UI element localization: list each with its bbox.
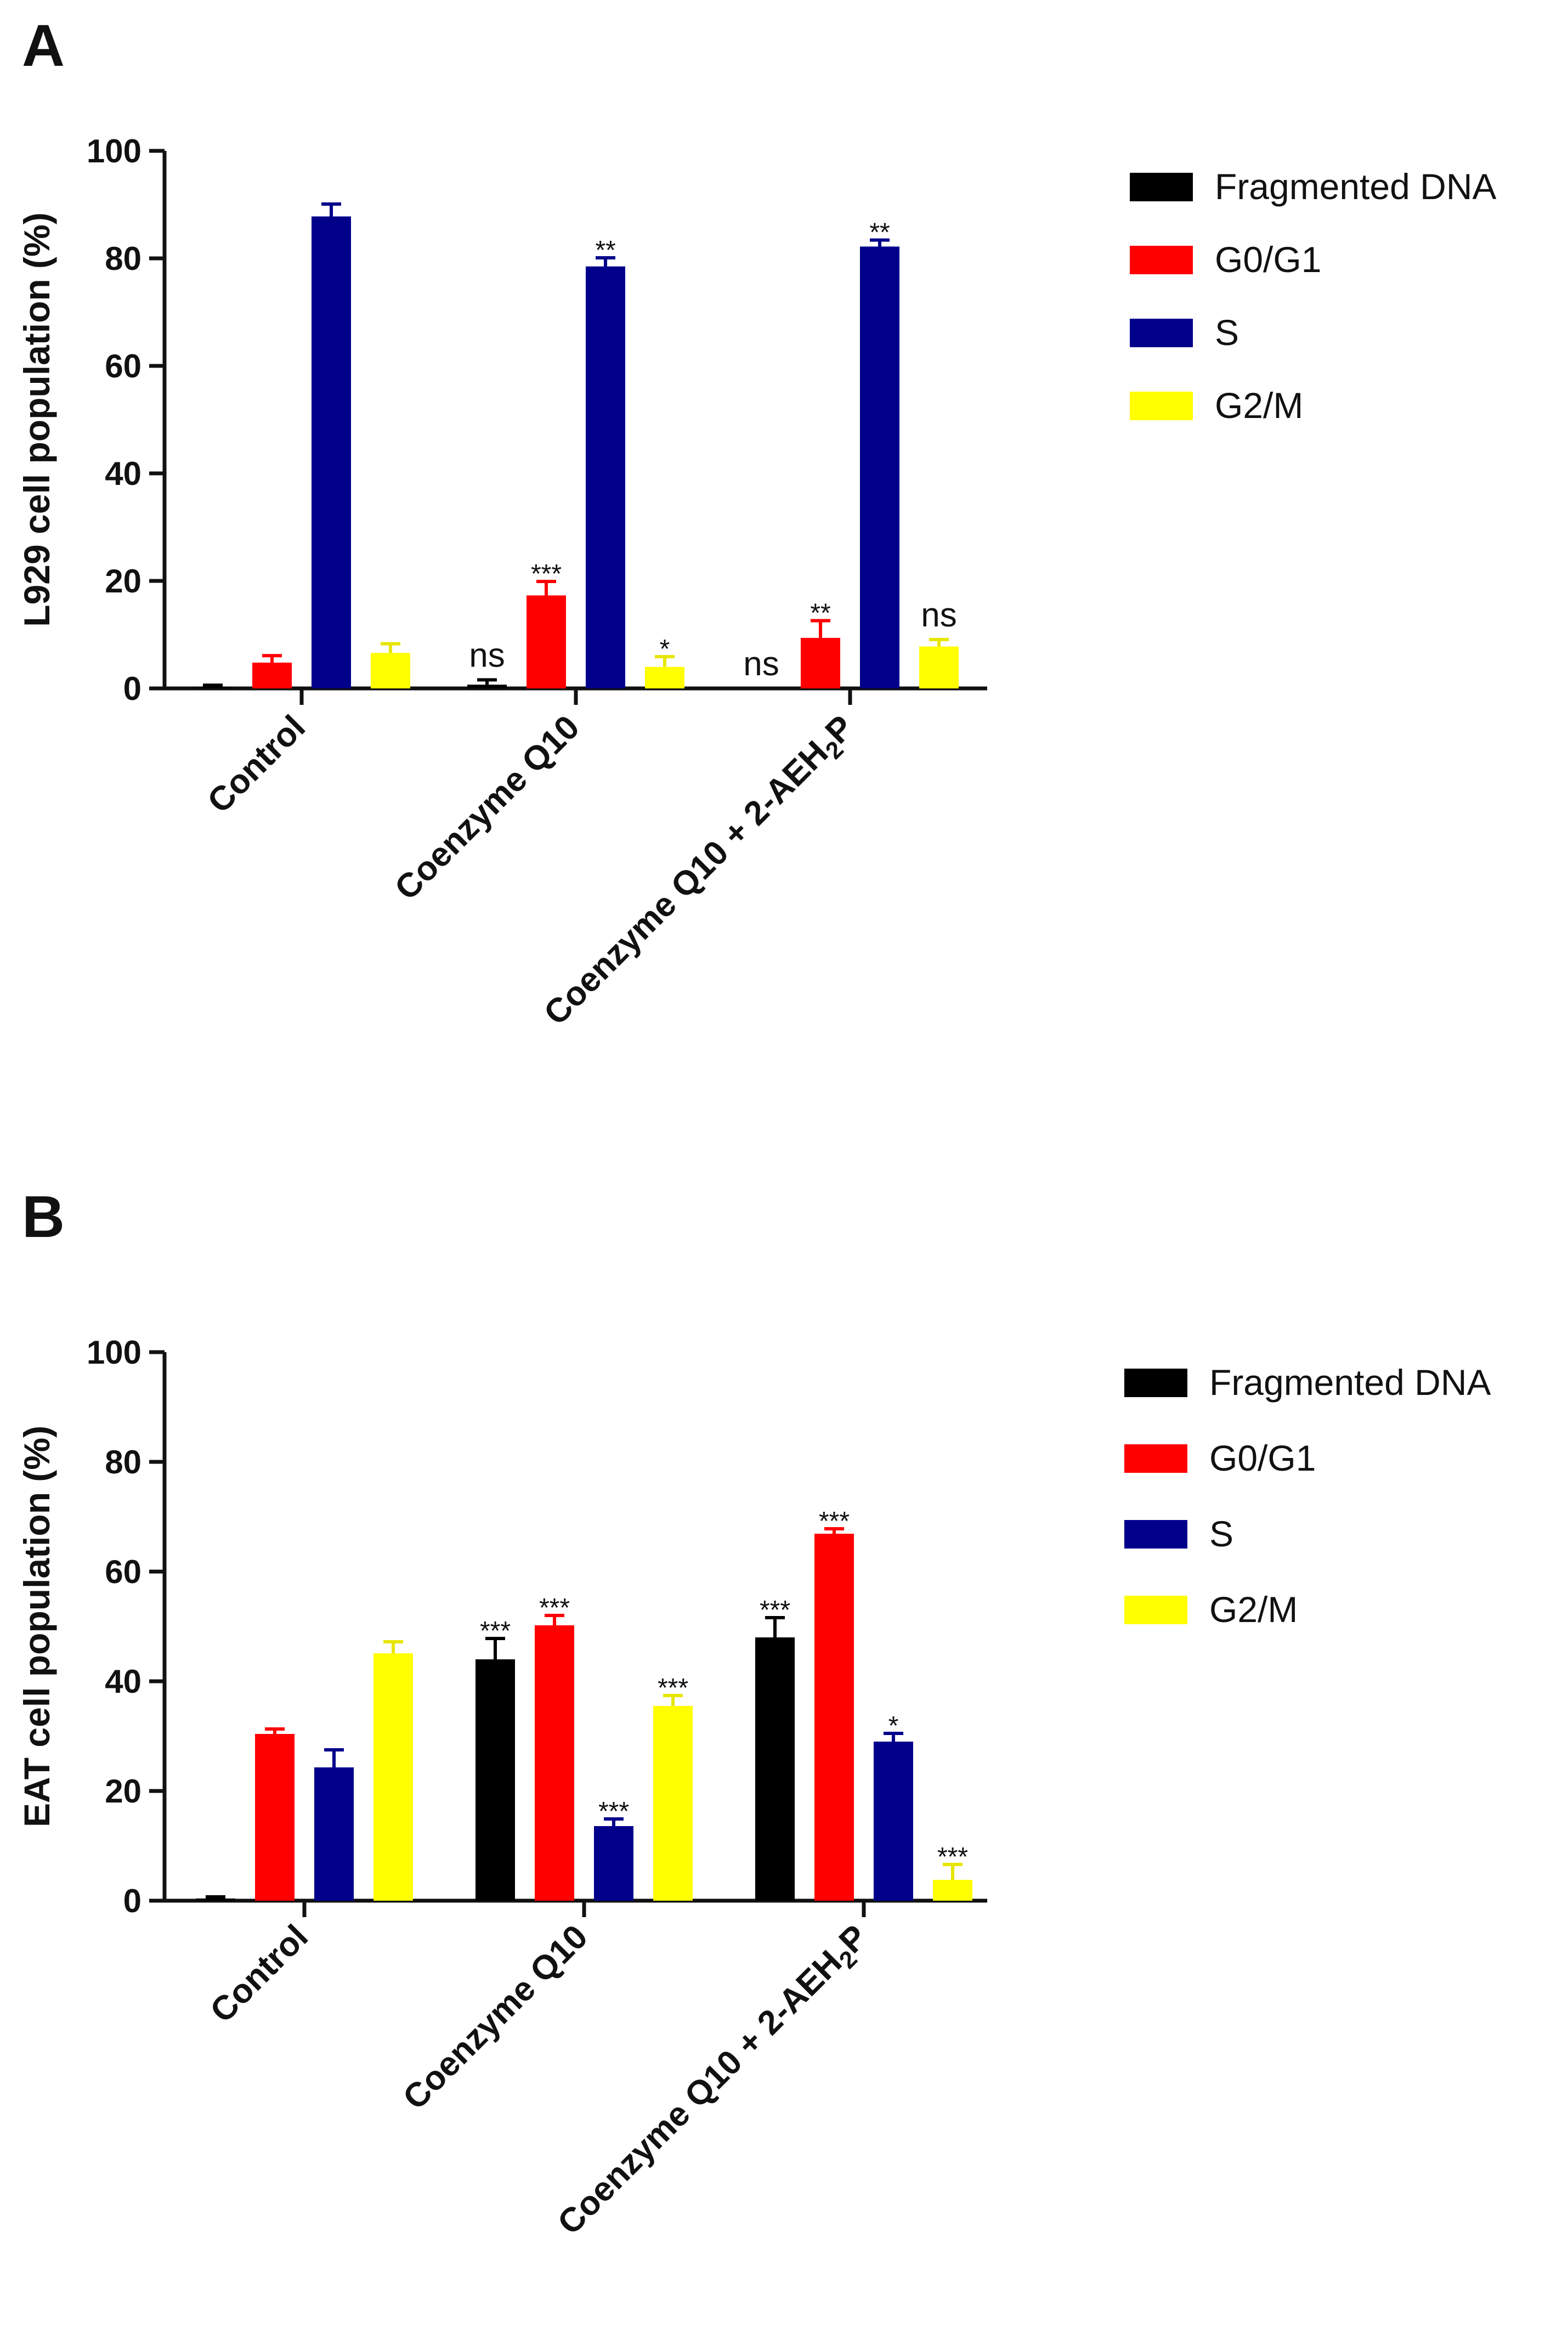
bar-s-control: [312, 216, 351, 688]
significance-label: ***: [598, 1797, 629, 1826]
legend-swatch-s: [1124, 1520, 1187, 1549]
significance-label: ***: [539, 1594, 570, 1623]
legend-swatch-fragmented-dna: [1124, 1369, 1187, 1397]
significance-label: ns: [921, 596, 956, 634]
bar-g0-g1-coenzyme-q10-2-aeh2p: [801, 637, 840, 688]
y-tick-label: 0: [123, 670, 141, 707]
category-label-control: Control: [203, 1918, 315, 2030]
bar-g0-g1-control: [255, 1734, 295, 1901]
category-label-coenzyme-q10: Coenzyme Q10: [388, 708, 587, 907]
chart-b: 0 20 40 60 80 100 EAT cell population (%) Contr…: [16, 1334, 1491, 2246]
category-label-coenzyme-q10-2-aeh2p: Coenzyme Q10 + 2-AEH2P: [537, 708, 865, 1036]
legend-swatch-fragmented-dna: [1130, 173, 1193, 201]
bar-fragmented-dna-coenzyme-q10: [476, 1659, 515, 1901]
bar-g2-m-control: [371, 653, 410, 688]
y-tick-label: 40: [105, 455, 141, 492]
legend-label-g0-g1: G0/G1: [1209, 1438, 1316, 1478]
significance-label: ns: [469, 636, 505, 674]
legend-label-g2-m: G2/M: [1215, 385, 1303, 426]
significance-label: *: [660, 635, 670, 664]
legend-swatch-g2-m: [1124, 1596, 1187, 1624]
y-tick-label: 40: [105, 1663, 141, 1700]
legend-swatch-s: [1130, 319, 1193, 347]
bar-fragmented-dna-control: [193, 687, 233, 688]
bar-g2-m-coenzyme-q10-2-aeh2p: [933, 1880, 972, 1901]
legend-swatch-g0-g1: [1130, 246, 1193, 274]
y-tick-label: 20: [105, 563, 141, 600]
y-tick-label: 0: [123, 1883, 141, 1919]
significance-label: ***: [937, 1843, 968, 1872]
y-tick-label: 100: [87, 133, 141, 169]
bar-fragmented-dna-control: [196, 1898, 235, 1901]
category-label-control: Control: [200, 708, 313, 821]
legend-label-s: S: [1215, 312, 1239, 353]
legend-label-g2-m: G2/M: [1209, 1589, 1298, 1630]
y-tick-label: 60: [105, 1553, 141, 1590]
significance-label: **: [869, 218, 890, 247]
significance-label: ***: [531, 560, 562, 589]
legend-label-s: S: [1209, 1513, 1233, 1554]
y-tick-label: 80: [105, 240, 141, 277]
panel-label-a: A: [22, 12, 65, 78]
significance-label: ***: [480, 1617, 511, 1646]
y-tick-label: 100: [87, 1334, 141, 1371]
bar-s-coenzyme-q10-2-aeh2p: [860, 246, 899, 688]
significance-label: ns: [743, 645, 779, 683]
significance-label: **: [810, 599, 830, 628]
legend-label-fragmented-dna: Fragmented DNA: [1215, 166, 1497, 207]
significance-label: **: [595, 236, 615, 265]
bar-s-coenzyme-q10: [594, 1826, 633, 1901]
panel-label-b: B: [22, 1183, 65, 1250]
bar-g2-m-coenzyme-q10: [653, 1706, 693, 1901]
legend-swatch-g0-g1: [1124, 1444, 1187, 1473]
y-tick-label: 20: [105, 1773, 141, 1810]
legend-label-g0-g1: G0/G1: [1215, 239, 1321, 280]
bar-g0-g1-coenzyme-q10-2-aeh2p: [814, 1534, 854, 1901]
y-axis-title: EAT cell population (%): [16, 1426, 57, 1827]
bar-g2-m-coenzyme-q10: [645, 666, 684, 688]
bar-g0-g1-coenzyme-q10: [527, 595, 566, 688]
chart-a: 0 20 40 60 80 100 L929 cell population (%) Cont…: [16, 133, 1497, 1036]
significance-label: ***: [760, 1596, 790, 1625]
bar-g0-g1-coenzyme-q10: [535, 1625, 574, 1901]
bar-g2-m-control: [373, 1653, 413, 1901]
bar-g0-g1-control: [252, 662, 292, 688]
bar-s-control: [314, 1767, 354, 1901]
legend-label-fragmented-dna: Fragmented DNA: [1209, 1362, 1491, 1403]
y-tick-label: 80: [105, 1444, 141, 1481]
y-axis-title: L929 cell population (%): [16, 212, 57, 626]
bar-s-coenzyme-q10-2-aeh2p: [874, 1742, 913, 1901]
category-label-coenzyme-q10-2-aeh2p: Coenzyme Q10 + 2-AEH2P: [551, 1918, 879, 2246]
significance-label: ***: [658, 1674, 688, 1703]
significance-label: ***: [819, 1507, 850, 1536]
bar-fragmented-dna-coenzyme-q10-2-aeh2p: [755, 1637, 795, 1901]
category-label-coenzyme-q10: Coenzyme Q10: [396, 1918, 595, 2117]
bar-g2-m-coenzyme-q10-2-aeh2p: [919, 646, 959, 688]
bar-fragmented-dna-coenzyme-q10: [467, 685, 507, 688]
legend-swatch-g2-m: [1130, 392, 1193, 420]
y-tick-label: 60: [105, 348, 141, 385]
significance-label: *: [888, 1711, 899, 1741]
bar-s-coenzyme-q10: [586, 266, 625, 688]
